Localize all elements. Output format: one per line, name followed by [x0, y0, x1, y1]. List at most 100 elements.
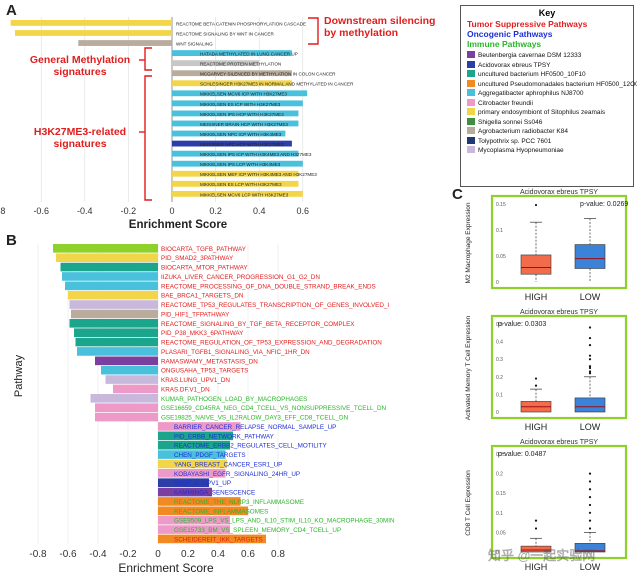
panel-a-bar: [10, 20, 173, 26]
panel-a-bar-label: WNT SIGNALING: [176, 41, 213, 46]
boxplot-outlier: [534, 384, 538, 387]
boxplot-outlier: [588, 370, 592, 373]
boxplot-outlier: [588, 480, 592, 483]
boxplot-ylabel: Activated Memory T Cell Expression: [465, 315, 472, 420]
panel-b-letter: B: [6, 232, 17, 249]
boxplot-outlier: [588, 472, 592, 475]
panel-a-tick: -0.8: [0, 206, 5, 216]
panel-b-bar-label: VEGF_A_UPV1_UP: [174, 480, 231, 487]
panel-a-bar: [172, 90, 308, 97]
boxplot-group-label: HIGH: [525, 562, 548, 572]
key-category-immune: Immune Pathways: [467, 39, 542, 49]
panel-b-bars: [53, 244, 266, 544]
panel-a-xlabel: Enrichment Score: [129, 219, 227, 231]
watermark: 知乎 @一起实验网: [488, 548, 596, 563]
boxplot-ytick: 0.4: [496, 340, 503, 346]
boxplot-group-label: HIGH: [525, 292, 548, 302]
boxplot-ytick: 0.5: [496, 322, 503, 328]
boxplot-pvalue: p-value: 0.0269: [580, 201, 628, 208]
panel-a-bar: [172, 80, 292, 87]
bracket-h3k27: [144, 75, 152, 201]
panel-b-bar-label: REACTOME_SIGNALING_BY_TGF_BETA_RECEPTOR_…: [161, 321, 355, 328]
boxplot-box: [574, 397, 606, 413]
boxplot-group-label: HIGH: [525, 422, 548, 432]
key-category-tumor: Tumor Suppressive Pathways: [467, 19, 588, 29]
key-item-label: uncultured Pseudomonadales bacterium HF0…: [478, 80, 637, 88]
annotation-general-line1: General Methylation: [29, 54, 131, 66]
panel-b-bar: [105, 375, 158, 384]
panel-b-bar-label: BIOCARTA_MTOR_PATHWAY: [161, 265, 248, 272]
boxplot-ytick: 0.05: [496, 530, 506, 536]
panel-b-bar: [158, 506, 248, 516]
panel-a-bar-label: HATADA METHYLATED IN LUNG CANCER UP: [200, 51, 298, 56]
boxplot-ytick: 0: [496, 550, 499, 556]
key-item-label: Acidovorax ebreus TPSY: [478, 61, 551, 69]
boxplot-ytick: 0.1: [496, 511, 503, 517]
panel-b-bar: [60, 262, 158, 272]
boxplot-outlier: [588, 336, 592, 340]
key-swatch: [467, 79, 475, 87]
key-item: uncultured bacterium HF0500_10F10: [467, 70, 633, 80]
panel-a-tick: -0.6: [33, 206, 49, 216]
panel-b-bar: [158, 534, 266, 544]
panel-a-bar-label: SCHLESINGER H3K27ME3 IN NORMAL AND METHY…: [200, 82, 354, 87]
boxplot-3: Acidovorax ebreus TPSY p-value: 0.0487 CD8…: [465, 439, 628, 572]
panel-a-brackets: [139, 17, 319, 201]
key-item-label: Aggregatibacter aphrophilus NJ8700: [478, 90, 584, 97]
boxplot-outlier: [588, 503, 592, 507]
panel-a-bar: [172, 110, 299, 117]
boxplot-2: Acidovorax ebreus TPSY p-value: 0.0303 Act…: [465, 309, 628, 432]
key-swatch: [467, 127, 475, 134]
key-item: Agrobacterium radiobacter K84: [467, 127, 633, 137]
panel-b-bar: [158, 469, 226, 478]
panel-b-bar: [158, 422, 241, 431]
panel-b-bar-label: REACTOME_ERBB2_REGULATES_CELL_MOTILITY: [174, 443, 327, 450]
boxplot-frame: [490, 314, 628, 420]
panel-b-bar: [158, 431, 233, 441]
boxplot-title: Acidovorax ebreus TPSY: [520, 309, 598, 316]
panel-b-bar-label: GSE19825_NAIVE_VS_IL2RALOW_DAY3_EFF_CD8_…: [161, 415, 349, 422]
boxplot-title: Acidovorax ebreus TPSY: [520, 189, 598, 196]
panel-b-bar-label: KAMMINGA_SENESCENCE: [174, 490, 255, 497]
panel-a-bar-label: MIKKELSEN ES LCP WITH H3K27ME3: [200, 182, 282, 187]
key-item: Shigella sonnei Ss046: [467, 117, 633, 128]
key-item-label: primary endosymbiont of Sitophilus zeama…: [478, 109, 606, 116]
panel-b-chart: BIOCARTA_TGFB_PATHWAY PID_SMAD2_3PATHWAY B…: [13, 244, 395, 575]
annotation-downstream: Downstream silencing by methylation: [324, 15, 435, 39]
panel-b-bar: [158, 525, 230, 534]
panel-a-tick-labels: -0.8 -0.6 -0.4 -0.2 0 0.2 0.4 0.6: [0, 206, 309, 216]
boxplot-pvalue: p-value: 0.0487: [498, 451, 546, 458]
boxplot-ytick: 0.15: [496, 491, 506, 497]
panel-b-xlabel: Enrichment Score: [118, 561, 214, 575]
panel-b-bar: [71, 309, 158, 319]
boxplot-ytick: 0.1: [496, 228, 503, 234]
panel-a-bar: [172, 120, 299, 127]
panel-b-bar-label: BARRIER_CANCER_RELAPSE_NORMAL_SAMPLE_UP: [174, 424, 336, 431]
panel-a-bar: [172, 100, 303, 107]
boxplot-outlier: [534, 203, 538, 207]
panel-a-tick: 0.4: [253, 206, 266, 216]
boxplot-outlier: [534, 519, 538, 522]
bracket-general: [144, 47, 152, 71]
key-item-label: uncultured bacterium HF0500_10F10: [478, 71, 586, 78]
panel-b-bar-label: PID_HIF1_TFPATHWAY: [161, 311, 230, 318]
panel-b-tick: -0.2: [119, 549, 137, 560]
boxplot-ytick: 0.2: [496, 375, 503, 381]
boxplot-pvalue: p-value: 0.0303: [498, 321, 546, 328]
panel-a-bar-label: MIKKELSEN MCV6 LCP WITH H3K27ME3: [200, 192, 289, 197]
annotation-h3k27-line2: signatures: [53, 138, 107, 150]
key-swatch: [467, 117, 475, 125]
key-swatch: [467, 146, 475, 153]
panel-a-bar-label: MEISSNER BRAIN HCP WITH H3K27ME3: [200, 122, 288, 127]
key-legend: Key Tumor Suppressive Pathways Oncogenic…: [460, 5, 637, 187]
boxplot-frame: [490, 444, 628, 560]
boxplot-box: [520, 254, 552, 275]
panel-a-bar-label: REACTOME SIGNALING BY WNT IN CANCER: [176, 31, 274, 36]
key-item: Tolypothrix sp. PCC 7601: [467, 136, 633, 147]
boxplot-ytick: 0.05: [496, 254, 506, 260]
panel-b-bar-label: GSE9509_LPS_VS_LPS_AND_IL10_STIM_IL10_KO…: [174, 518, 395, 525]
panel-b-tick: -0.4: [89, 549, 107, 560]
boxplot-outlier: [588, 326, 592, 329]
panel-b-bar-label: PID_ERBB_NETWORK_PATHWAY: [174, 433, 275, 440]
key-swatch: [467, 108, 475, 115]
